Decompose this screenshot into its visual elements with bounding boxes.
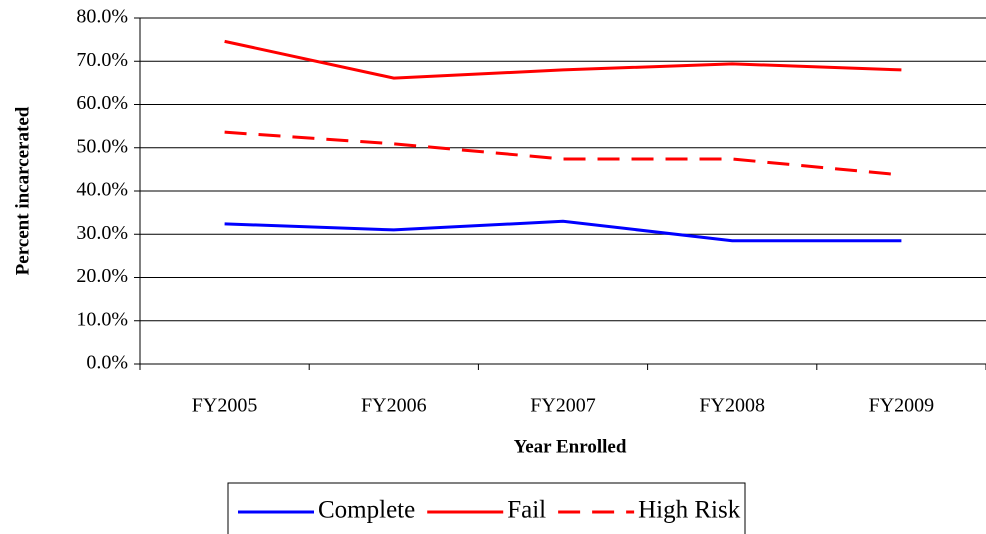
y-tick-label: 70.0% xyxy=(76,49,128,71)
y-tick-label: 60.0% xyxy=(76,92,128,114)
series-line xyxy=(224,219,902,243)
x-tick-label: FY2009 xyxy=(869,395,935,417)
y-tick-label: 10.0% xyxy=(76,308,128,330)
y-tick-label: 50.0% xyxy=(76,135,128,157)
legend-box xyxy=(227,482,746,534)
legend-label: Complete xyxy=(318,497,415,524)
series-line xyxy=(224,130,902,177)
y-axis-title: Percent incarcerated xyxy=(12,106,33,275)
y-tick-label: 40.0% xyxy=(76,179,128,201)
x-tick-label: FY2007 xyxy=(530,395,596,417)
series-line xyxy=(224,39,902,80)
y-tick-label: 20.0% xyxy=(76,265,128,287)
y-tick-label: 80.0% xyxy=(76,6,128,28)
x-tick-label: FY2008 xyxy=(699,395,765,417)
y-tick-label: 30.0% xyxy=(76,222,128,244)
y-tick-label: 0.0% xyxy=(86,352,128,374)
x-tick-label: FY2006 xyxy=(361,395,427,417)
legend: Complete Fail High Risk xyxy=(227,482,746,534)
legend-label: High Risk xyxy=(638,497,741,524)
x-tick-label: FY2005 xyxy=(192,395,258,417)
x-axis-title: Year Enrolled xyxy=(514,436,627,457)
legend-label: Fail xyxy=(507,497,546,524)
